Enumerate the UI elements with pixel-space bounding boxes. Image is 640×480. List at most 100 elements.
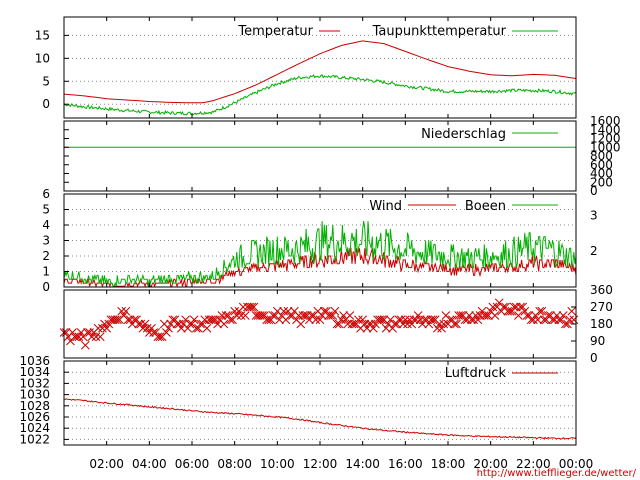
y-tick-label: 0 (590, 184, 598, 198)
wind-direction-point (375, 315, 385, 325)
legend-niederschlag-label: Niederschlag (421, 127, 506, 142)
wind-direction-point (162, 328, 171, 337)
wind-direction-point (490, 311, 500, 320)
series-layer (59, 40, 579, 440)
wind-direction-point (211, 315, 220, 325)
wind-direction-point (558, 311, 568, 320)
wind-direction-point (102, 323, 112, 333)
wind-direction-point (298, 311, 308, 320)
wind-direction-point (255, 311, 265, 320)
wind-direction-point (488, 302, 498, 312)
wind-direction-point (535, 306, 545, 316)
wind-direction-point (296, 319, 306, 329)
legend-boeen-label: Boeen (465, 199, 506, 214)
wind-direction-point (334, 319, 344, 329)
wind-direction-point (439, 319, 449, 329)
y-tick-label: 400 (590, 167, 613, 181)
source-url: http://www.tiefflieger.de/wetter/ (477, 468, 637, 479)
x-tick-label: 00:00 (559, 457, 594, 471)
legend-taupunkt-label: Taupunkttemperatur (372, 24, 507, 39)
wind-direction-point (247, 302, 257, 312)
y-tick-label: 0 (42, 97, 50, 111)
y2-tick-label: 3 (590, 208, 598, 222)
y-tick-label: 1022 (19, 432, 50, 446)
y-tick-label: 600 (590, 158, 613, 172)
wind-direction-point (411, 315, 421, 325)
series-line-pressure-0 (64, 398, 577, 440)
wind-direction-point (400, 315, 410, 325)
y-tick-label: 1600 (590, 114, 621, 128)
y-tick-label: 180 (590, 317, 613, 331)
wind-direction-point (61, 328, 71, 337)
wind-direction-point (200, 315, 210, 325)
y-tick-label: 90 (590, 334, 605, 348)
y-tick-label: 2 (42, 249, 50, 263)
x-tick-label: 04:00 (132, 457, 167, 471)
wind-direction-point (294, 311, 304, 320)
wind-direction-point (140, 319, 150, 329)
wind-direction-point (262, 315, 272, 325)
wind-direction-point (381, 323, 391, 333)
ticks-layer: 0510150200400600800100012001400160001234… (19, 17, 621, 471)
wind-direction-point (567, 306, 577, 316)
wind-direction-point (279, 306, 289, 316)
series-line-temperature-1 (63, 74, 577, 116)
wind-direction-point (368, 323, 378, 333)
y-tick-label: 1034 (19, 365, 50, 379)
y-tick-label: 4 (42, 218, 50, 232)
legend-luftdruck-label: Luftdruck (445, 366, 507, 381)
wind-direction-point (503, 306, 513, 316)
wind-direction-point (240, 311, 250, 320)
y-tick-label: 800 (590, 149, 613, 163)
wind-direction-point (403, 319, 412, 329)
y-tick-label: 1036 (19, 354, 50, 368)
wind-direction-point (324, 311, 333, 320)
y-tick-label: 1200 (590, 132, 621, 146)
wind-direction-point (405, 315, 414, 325)
wind-direction-point (422, 315, 432, 325)
wind-direction-point (396, 315, 406, 325)
wind-direction-point (80, 340, 90, 350)
wind-direction-point (249, 302, 259, 312)
wind-direction-point (76, 328, 86, 337)
x-tick-label: 08:00 (217, 457, 252, 471)
y-tick-label: 1026 (19, 410, 50, 424)
wind-direction-point (108, 315, 118, 325)
wind-direction-point (354, 315, 363, 325)
wind-direction-point (511, 302, 521, 312)
wind-direction-point (454, 311, 464, 320)
wind-direction-point (563, 319, 572, 329)
wind-direction-point (311, 315, 321, 325)
y-tick-label: 0 (42, 280, 50, 294)
y2-tick-label: 2 (590, 244, 598, 258)
wind-direction-point (232, 311, 242, 320)
y-tick-label: 3 (42, 234, 50, 248)
wind-direction-point (450, 319, 459, 329)
y-tick-label: 270 (590, 300, 613, 314)
wind-direction-point (219, 319, 229, 329)
wind-direction-point (153, 332, 163, 342)
wind-direction-point (74, 332, 84, 342)
wind-direction-point (518, 302, 528, 312)
x-tick-label: 12:00 (303, 457, 338, 471)
wind-direction-point (112, 315, 122, 325)
wind-direction-point (213, 319, 222, 329)
y-tick-label: 1000 (590, 140, 621, 154)
y-tick-label: 6 (42, 187, 50, 201)
y-tick-label: 1032 (19, 376, 50, 390)
wind-direction-point (138, 323, 148, 333)
wind-direction-point (398, 319, 408, 329)
y-tick-label: 200 (590, 175, 613, 189)
wind-direction-point (275, 315, 284, 325)
wind-direction-point (471, 311, 481, 320)
wind-direction-point (373, 315, 382, 325)
legend-wind-label: Wind (369, 199, 402, 214)
wind-direction-point (339, 311, 348, 320)
wind-direction-point (528, 315, 538, 325)
wind-direction-point (479, 311, 489, 320)
y-tick-label: 5 (42, 74, 50, 88)
wind-direction-point (358, 315, 368, 325)
y-tick-label: 10 (35, 51, 50, 65)
wind-direction-point (565, 315, 574, 325)
wind-direction-point (336, 315, 346, 325)
